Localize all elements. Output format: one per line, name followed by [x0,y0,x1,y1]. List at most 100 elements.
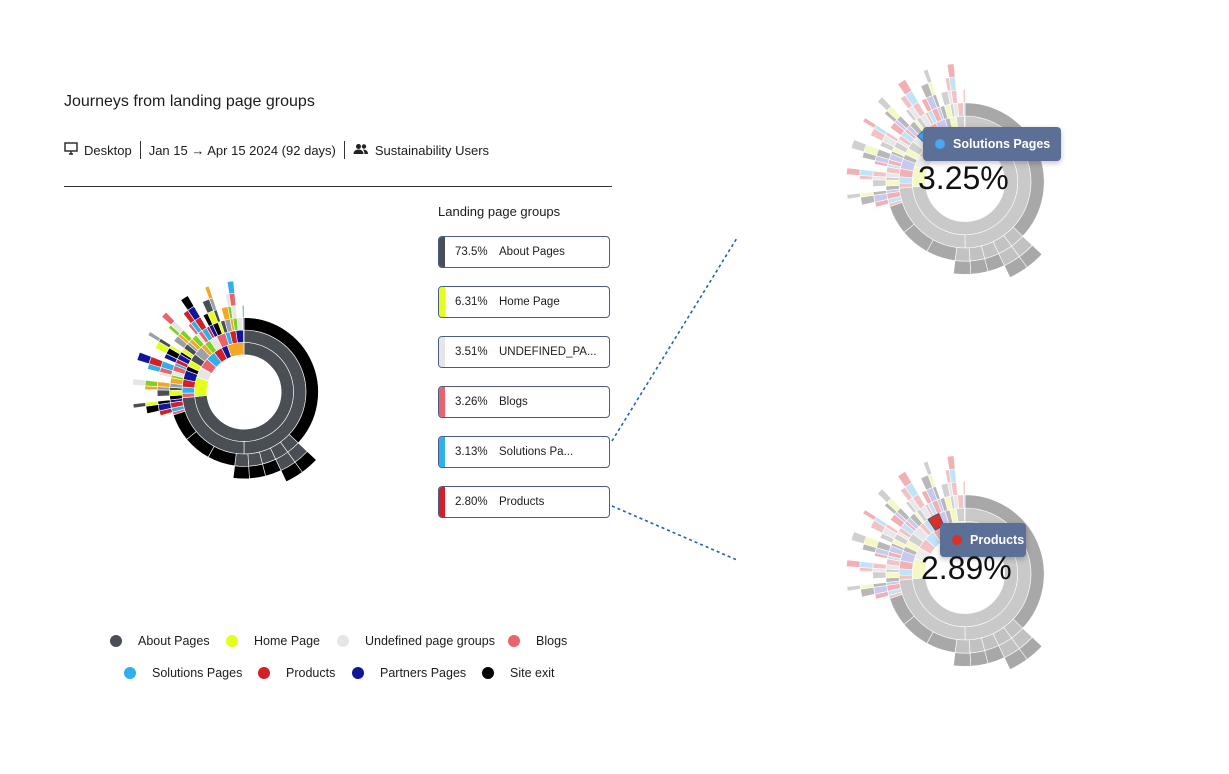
device-label: Desktop [84,142,132,158]
color-bar [439,287,445,317]
monitor-icon [64,142,78,158]
legend-label: Products [286,666,336,680]
outer-segment [946,455,956,470]
legend-item: Partners Pages [352,666,466,680]
legend-item: Solutions Pages [124,666,242,680]
outer-segment [957,102,965,117]
tail-segment [248,463,266,479]
badge-dot [952,535,962,545]
tail-segment [234,453,249,467]
tail-segment [969,650,989,667]
legend-item: Undefined page groups [337,634,495,648]
outer-segment [876,96,892,112]
outer-segment [859,561,874,569]
landing-group-card[interactable]: 3.13% Solutions Pa... [438,436,610,468]
segment-filter[interactable]: Sustainability Users [353,143,489,158]
badge-label: Solutions Pages [953,137,1051,151]
card-label: Blogs [499,396,528,408]
tail-segment [969,258,989,275]
outer-segment [846,559,861,568]
legend-item: Products [258,666,335,680]
outer-segment [242,304,245,318]
landing-groups-title: Landing page groups [438,204,561,219]
tail-segment [954,247,971,262]
landing-group-card[interactable]: 6.31% Home Page [438,286,610,318]
outer-segment [862,509,877,521]
outer-segment [169,389,183,397]
legend-swatch [110,635,122,647]
landing-group-card[interactable]: 3.51% UNDEFINED_PA... [438,336,610,368]
zoom-percent: 3.25% [918,160,1009,196]
landing-group-card[interactable]: 73.5% About Pages [438,236,610,268]
outer-segment [144,379,159,387]
outer-segment [859,169,874,177]
landing-group-card[interactable]: 3.26% Blogs [438,386,610,418]
device-filter[interactable]: Desktop [64,142,132,158]
outer-segment [963,494,966,509]
color-bar [439,237,445,267]
outer-segment [876,488,892,504]
outer-segment [226,280,235,295]
ring2-segment [898,182,913,189]
legend-item: Home Page [226,634,320,648]
filter-bar: Desktop Jan 15 → Apr 15 2024 (92 days) S… [64,140,489,160]
legend-swatch [226,635,238,647]
outer-segment [946,63,956,78]
date-filter[interactable]: Jan 15 → Apr 15 2024 (92 days) [149,143,336,158]
outer-segment [180,295,195,311]
legend-label: Home Page [254,634,321,648]
ring2-segment [898,574,913,581]
zoom-percent: 2.89% [921,550,1012,586]
card-percent: 2.80% [455,496,488,508]
legend-swatch [352,667,364,679]
outer-segment [885,571,900,579]
divider [343,141,345,159]
outer-segment [922,460,933,476]
legend-label: Partners Pages [380,666,467,680]
landing-group-card[interactable]: 2.80% Products [438,486,610,518]
outer-segment [850,139,867,153]
card-percent: 3.26% [455,396,488,408]
card-label: UNDEFINED_PA... [499,346,597,358]
outer-segment [897,470,913,488]
outer-segment [872,571,887,579]
outer-segment [846,167,861,176]
ring2-segment [181,392,195,399]
divider [139,141,141,159]
tail-segment [953,260,972,275]
outer-segment [885,179,900,187]
outer-segment [872,170,887,178]
outer-segment [156,389,171,397]
tail-segment [954,639,971,654]
outer-segment [136,351,152,365]
outer-segment [846,192,861,200]
header-divider [64,186,612,187]
tail-segment [953,652,972,667]
badge-label: Products [970,533,1025,547]
outer-segment [862,117,877,129]
color-bar [439,487,445,517]
card-label: Products [499,496,545,508]
card-label: About Pages [499,246,565,258]
card-percent: 3.51% [455,346,488,358]
outer-segment [161,311,176,326]
card-percent: 3.13% [455,446,488,458]
card-label: Home Page [499,296,560,308]
tooltip-badge: Products [940,523,1026,557]
card-label: Solutions Pa... [499,446,574,458]
card-percent: 6.31% [455,296,488,308]
color-bar [439,437,445,467]
legend-label: Blogs [536,634,568,648]
legend-swatch [508,635,520,647]
outer-segment [962,481,966,496]
legend-swatch [337,635,349,647]
outer-segment [962,89,966,104]
outer-segment [204,285,214,300]
legend-label: About Pages [138,634,210,648]
legend-item: Site exit [482,666,554,680]
legend-swatch [482,667,494,679]
legend-label: Undefined page groups [365,634,495,648]
ring2-segment [235,329,244,344]
legend-swatch [258,667,270,679]
outer-segment [897,78,913,96]
